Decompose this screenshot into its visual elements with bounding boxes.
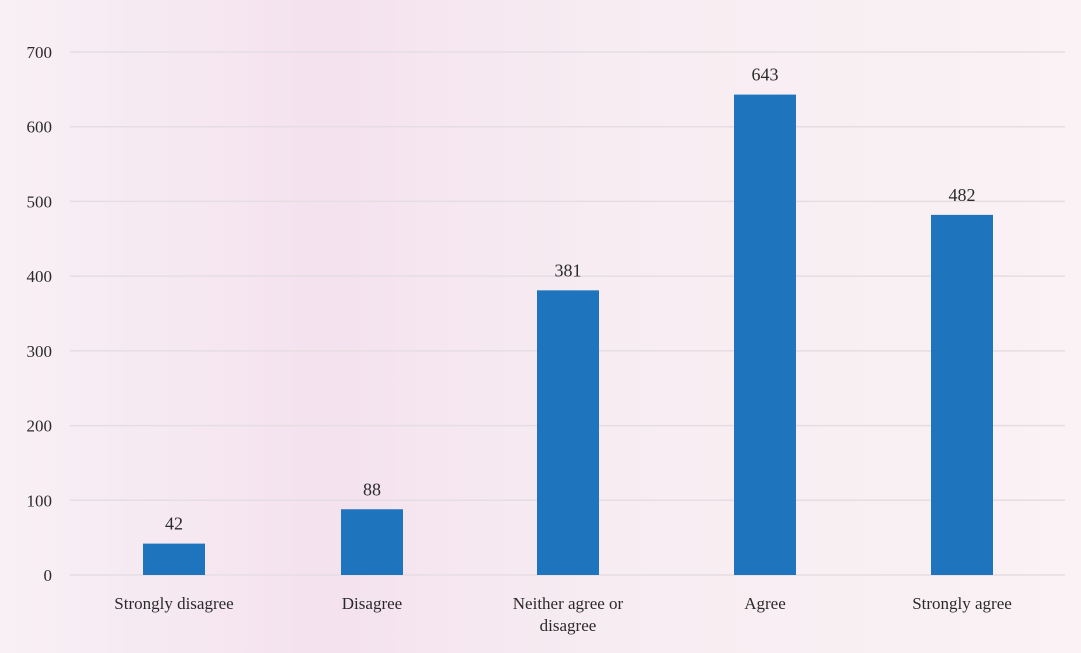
data-label: 88 (363, 479, 381, 499)
bar (537, 290, 599, 575)
y-tick-label: 500 (27, 192, 53, 211)
data-label: 643 (752, 65, 779, 85)
y-axis-ticks: 0 100 200 300 400 500 600 700 (27, 43, 53, 585)
data-label: 482 (949, 185, 976, 205)
x-tick-label: Strongly disagree (114, 594, 233, 613)
x-tick-label: Agree (744, 594, 786, 613)
y-tick-label: 600 (27, 118, 53, 137)
data-labels: 42 88 381 643 482 (165, 65, 976, 534)
x-tick-label: Disagree (342, 594, 402, 613)
x-tick-label: Neither agree or disagree (513, 594, 624, 635)
bar (143, 543, 205, 575)
x-axis-labels: Strongly disagree Disagree Neither agree o… (114, 594, 1012, 635)
data-label: 42 (165, 514, 183, 534)
y-tick-label: 0 (44, 566, 53, 585)
bar (931, 214, 993, 575)
y-tick-label: 300 (27, 342, 53, 361)
data-label: 381 (555, 260, 582, 280)
y-tick-label: 200 (27, 417, 53, 436)
y-tick-label: 700 (27, 43, 53, 62)
y-tick-label: 100 (27, 491, 53, 510)
x-tick-label: Strongly agree (912, 594, 1012, 613)
bar (341, 509, 403, 575)
y-tick-label: 400 (27, 267, 53, 286)
bar (734, 94, 796, 575)
bars (143, 94, 993, 575)
